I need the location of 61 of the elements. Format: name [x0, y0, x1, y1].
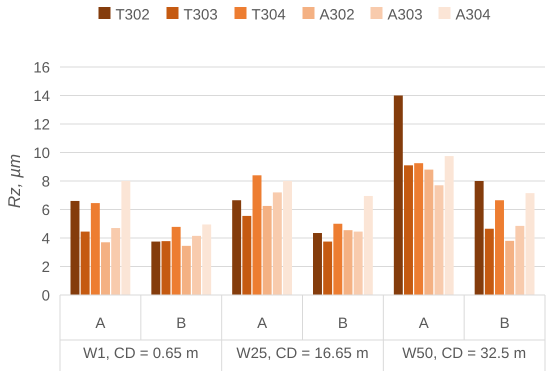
bar: [162, 241, 170, 295]
bar: [252, 175, 262, 295]
bar: [354, 232, 363, 295]
legend-label: T303: [184, 6, 218, 24]
x-tick-label: B: [338, 315, 348, 332]
bar: [283, 181, 292, 295]
y-tick-label: 14: [33, 88, 50, 105]
bar: [242, 216, 252, 295]
bar: [394, 96, 403, 295]
bar: [515, 226, 524, 295]
y-tick-label: 10: [33, 144, 50, 162]
bar: [344, 230, 352, 295]
bar: [272, 192, 282, 295]
bar: [424, 170, 434, 295]
legend-label: T304: [252, 6, 286, 24]
bar: [172, 226, 181, 295]
bar: [232, 200, 242, 295]
bar: [333, 224, 342, 295]
bar: [323, 242, 332, 295]
bar: [444, 156, 454, 295]
y-tick-label: 4: [42, 230, 50, 248]
bar: [121, 181, 130, 295]
legend-label: A302: [320, 6, 355, 24]
legend-label: A304: [456, 6, 491, 24]
bar: [101, 242, 110, 295]
bar: [495, 200, 504, 295]
bar: [434, 185, 444, 295]
y-tick-label: 8: [42, 173, 50, 190]
bar: [202, 224, 212, 295]
bar: [474, 181, 484, 295]
text: W50, CD = 32.5 m: [402, 345, 526, 362]
bar: [80, 232, 90, 295]
bar: [364, 196, 373, 295]
x-tick-label: B: [176, 315, 186, 332]
text: W1, CD = 0.65 m: [83, 345, 199, 362]
text: W25, CD = 16.65 m: [236, 345, 369, 362]
bar: [111, 228, 120, 295]
bar: [526, 193, 534, 295]
bar: [313, 233, 322, 295]
bar: [262, 206, 272, 295]
bar: [151, 242, 160, 295]
bar: [414, 163, 424, 295]
x-tick-label: A: [95, 315, 106, 332]
legend-label: T302: [116, 6, 150, 24]
y-tick-label: 6: [42, 202, 50, 219]
y-tick-label: 16: [33, 59, 50, 76]
bar: [404, 165, 413, 295]
x-tick-label: A: [257, 315, 268, 332]
y-tick-label: 0: [42, 287, 50, 304]
bar: [484, 228, 494, 295]
bar: [192, 236, 201, 295]
x-tick-label: B: [500, 315, 510, 332]
x-tick-label: A: [418, 315, 429, 332]
bar: [70, 200, 80, 295]
bar: [505, 240, 514, 295]
y-axis-title: Rz, µm: [5, 154, 24, 208]
bar: [90, 203, 100, 295]
bar: [182, 246, 191, 295]
y-tick-label: 12: [33, 116, 50, 134]
legend-label: A303: [388, 6, 423, 24]
y-tick-label: 2: [42, 258, 50, 276]
